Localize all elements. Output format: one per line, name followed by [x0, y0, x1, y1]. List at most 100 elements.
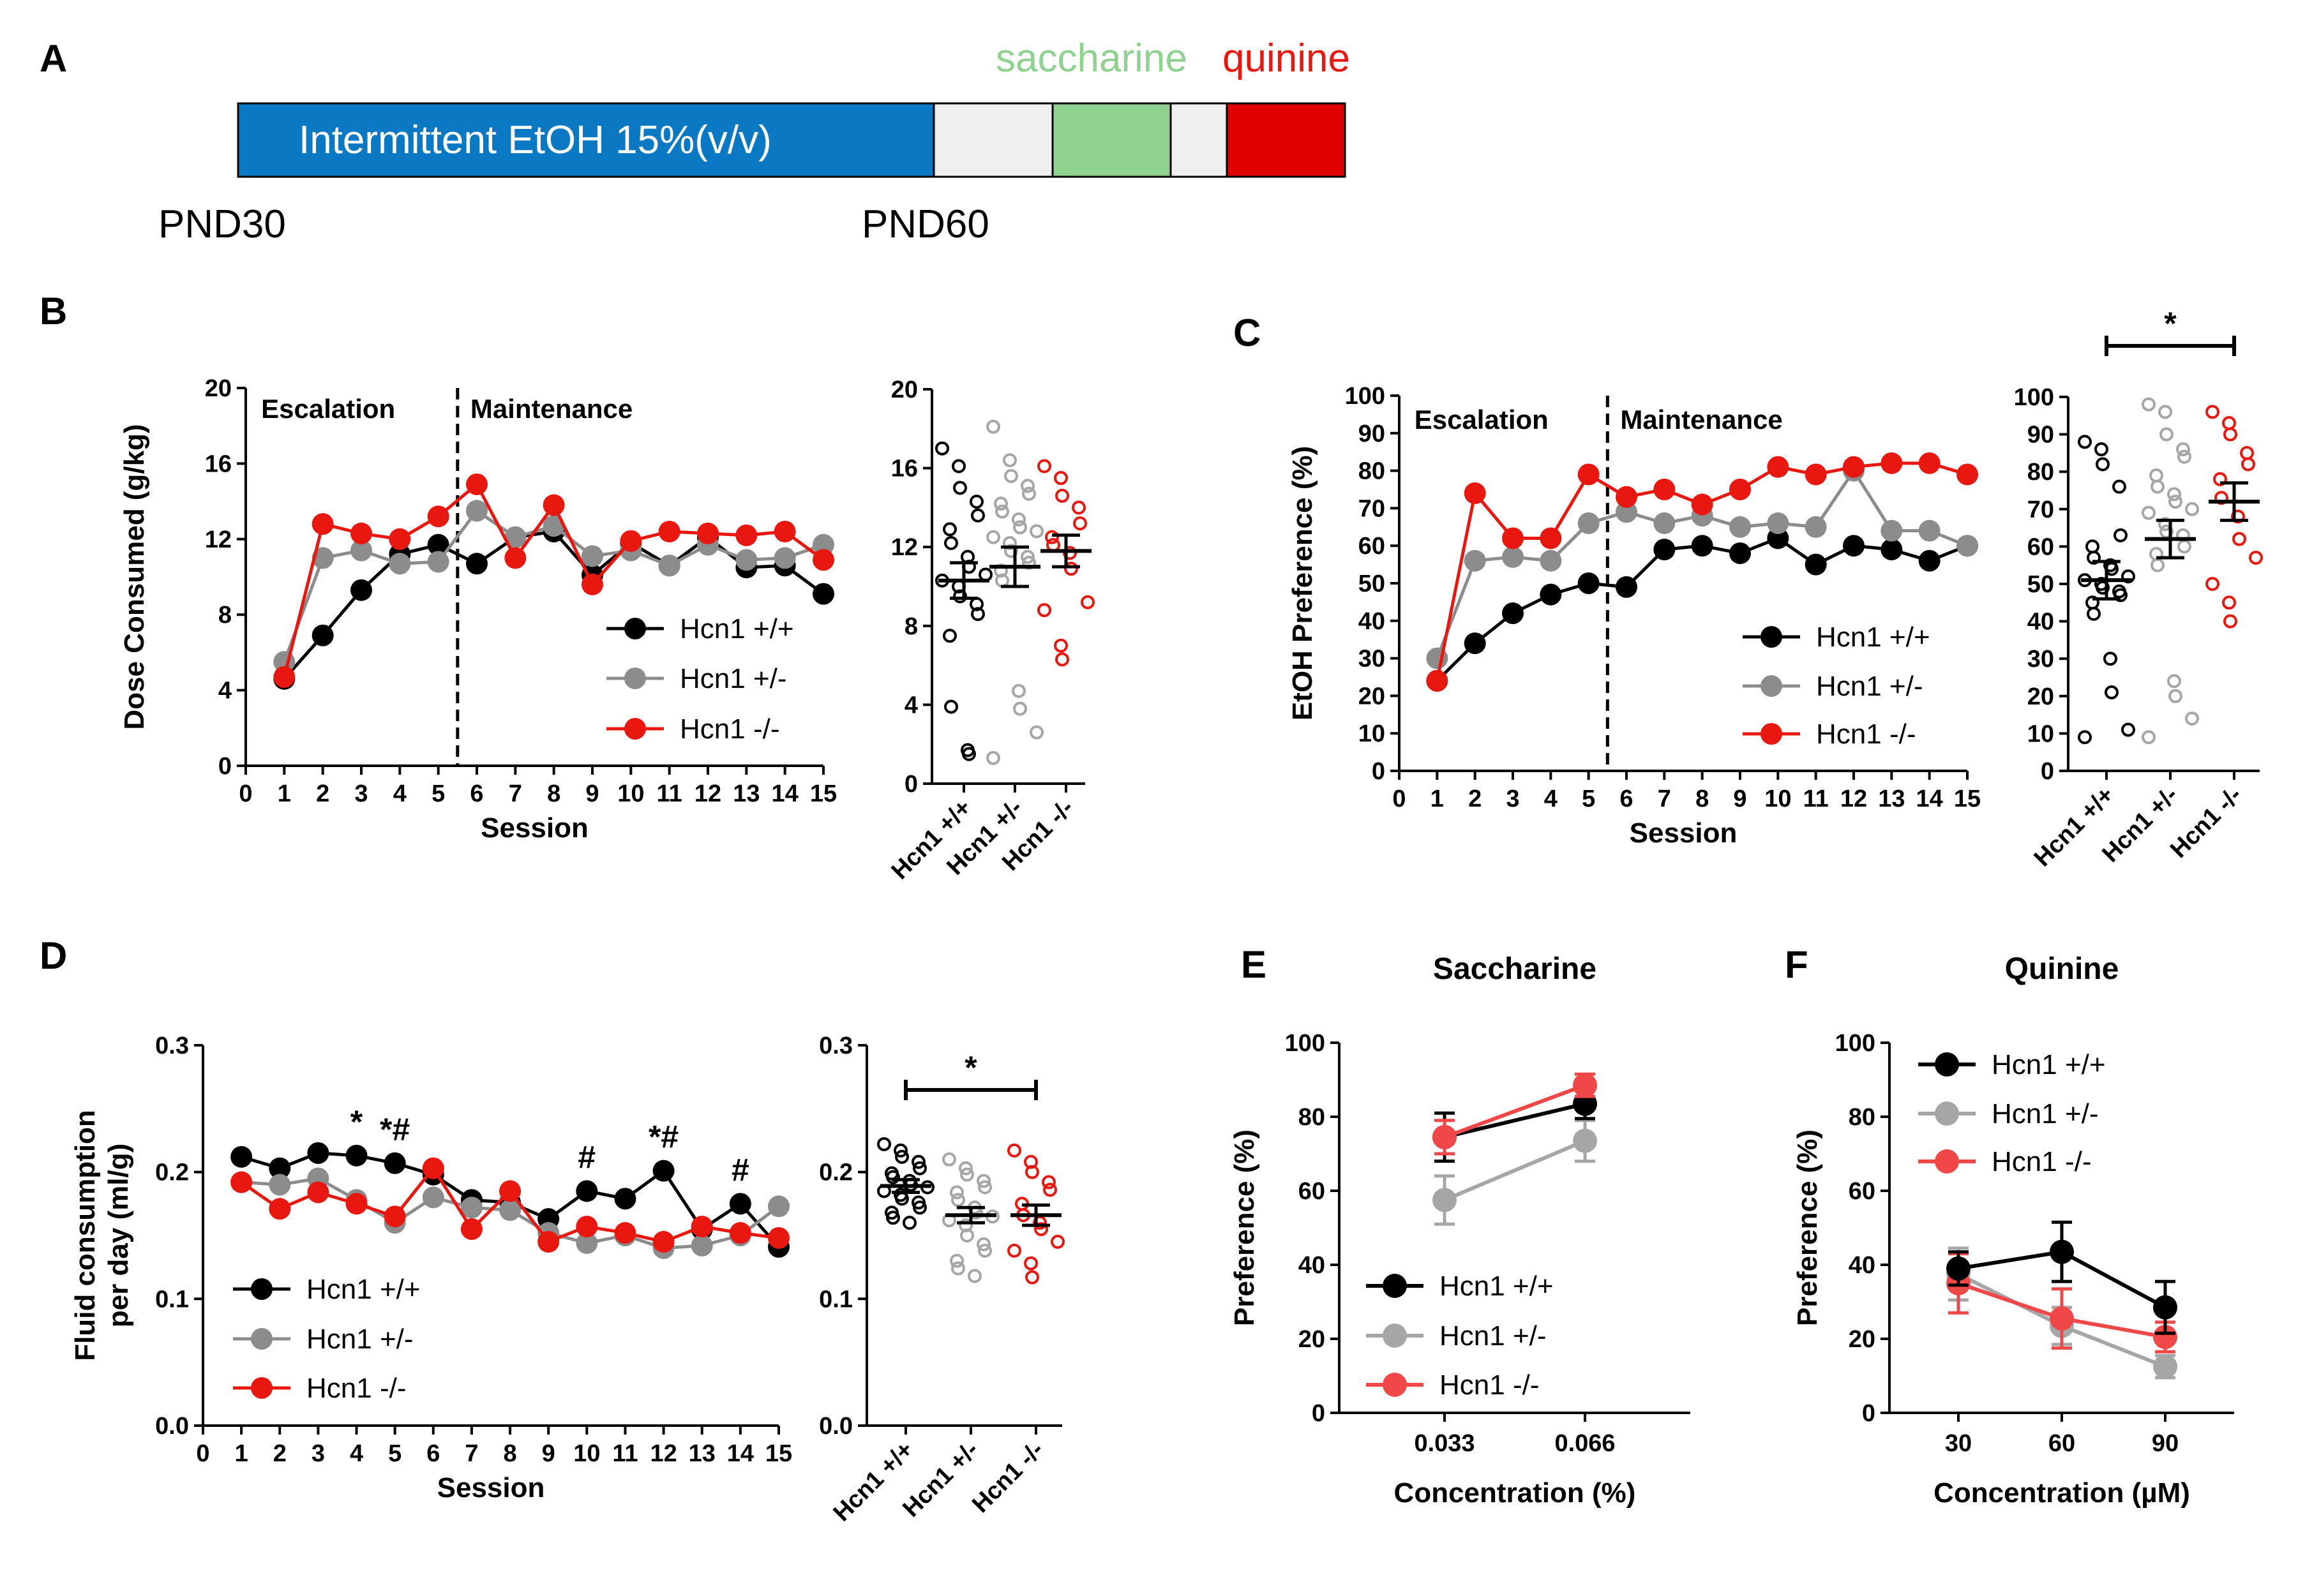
- panel-letter-f: F: [1785, 943, 1808, 986]
- data-point: [576, 1216, 598, 1238]
- y-tick-label: 0.1: [819, 1286, 853, 1313]
- data-point: [2153, 1325, 2177, 1350]
- legend: Hcn1 +/+ Hcn1 +/- Hcn1 -/-: [1743, 622, 1930, 750]
- x-tick-label: 2: [1468, 786, 1482, 812]
- individual-point: [977, 1174, 991, 1188]
- data-point: [1767, 456, 1789, 478]
- data-point: [230, 1171, 253, 1193]
- individual-point: [953, 589, 967, 604]
- legend-marker: [251, 1328, 273, 1350]
- individual-point: [944, 536, 958, 551]
- individual-point: [1012, 512, 1026, 526]
- x-tick-label: 3: [1506, 786, 1519, 812]
- individual-point: [959, 1161, 973, 1175]
- legend-label: Hcn1 +/+: [680, 613, 794, 645]
- data-point: [1918, 452, 1941, 474]
- individual-point: [944, 699, 958, 714]
- individual-point: [962, 747, 976, 761]
- individual-point: [913, 1200, 927, 1215]
- data-point: [1918, 549, 1941, 572]
- data-point: [345, 1193, 368, 1215]
- legend-label: Hcn1 +/+: [306, 1274, 421, 1305]
- x-tick-label: 4: [350, 1440, 363, 1467]
- legend-label: Hcn1 +/+: [1439, 1271, 1554, 1302]
- y-axis-label: per day (ml/g): [103, 1144, 134, 1328]
- x-tick-label: Hcn1 +/+: [829, 1436, 919, 1527]
- y-axis-label: EtOH Preference (%): [1287, 446, 1318, 720]
- individual-point: [2240, 445, 2254, 460]
- data-point: [1540, 583, 1562, 606]
- y-tick-label: 60: [1358, 533, 1385, 560]
- individual-point: [877, 1137, 891, 1151]
- x-tick-label: 4: [1544, 786, 1558, 812]
- data-point: [1805, 463, 1827, 486]
- individual-point: [1055, 488, 1069, 503]
- y-tick-label: 0.1: [155, 1286, 189, 1313]
- individual-point: [1025, 1270, 1039, 1285]
- y-tick-label: 80: [2027, 459, 2054, 486]
- individual-point: [913, 1161, 927, 1175]
- data-point: [1729, 542, 1751, 564]
- x-tick-label: 1: [278, 780, 291, 807]
- data-point: [1577, 572, 1600, 594]
- data-point: [576, 1232, 598, 1254]
- individual-point: [2142, 730, 2156, 745]
- data-point: [307, 1142, 329, 1164]
- y-tick-label: 20: [1298, 1326, 1325, 1353]
- x-tick-label: 1: [1430, 786, 1444, 812]
- y-tick-label: 100: [2014, 384, 2054, 411]
- y-tick-label: 90: [1358, 421, 1385, 447]
- individual-point: [942, 1152, 956, 1167]
- data-point: [620, 530, 642, 552]
- individual-point: [1037, 603, 1051, 618]
- x-tick-label: 8: [503, 1440, 516, 1467]
- data-point: [1616, 576, 1637, 598]
- y-tick-label: 40: [1849, 1252, 1875, 1279]
- y-tick-label: 20: [205, 375, 232, 402]
- significance-annotation: *#: [649, 1119, 679, 1155]
- chart-title: Quinine: [2005, 952, 2119, 986]
- data-point: [774, 520, 796, 542]
- data-point: [1653, 539, 1676, 561]
- individual-point: [950, 1253, 964, 1268]
- data-point: [1573, 1128, 1597, 1153]
- x-tick-label: 14: [1916, 786, 1943, 812]
- y-tick-label: 70: [2027, 496, 2054, 523]
- data-point: [652, 1230, 675, 1253]
- individual-point: [971, 607, 985, 622]
- data-point: [389, 528, 411, 550]
- individual-point: [2078, 435, 2092, 449]
- data-point: [1502, 546, 1524, 568]
- individual-point: [1030, 725, 1044, 740]
- data-point: [813, 549, 834, 571]
- y-tick-label: 40: [2027, 609, 2054, 636]
- data-point: [422, 1157, 444, 1179]
- x-tick-label: 5: [432, 780, 445, 807]
- chart-title: Saccharine: [1433, 952, 1596, 986]
- series-het: [1432, 1119, 1597, 1226]
- individual-point: [2176, 442, 2190, 457]
- y-axis-label: Dose Consumed (g/kg): [119, 424, 150, 729]
- data-point: [658, 555, 680, 577]
- individual-point: [1021, 549, 1035, 564]
- x-tick-label: 9: [1733, 786, 1746, 812]
- y-tick-label: 30: [2027, 646, 2054, 673]
- y-tick-label: 60: [1298, 1178, 1325, 1205]
- data-point: [1502, 527, 1524, 549]
- y-tick-label: 80: [1849, 1104, 1875, 1131]
- data-point: [691, 1216, 713, 1238]
- data-point: [466, 473, 488, 495]
- data-point: [2050, 1306, 2074, 1331]
- y-tick-label: 20: [891, 377, 918, 403]
- individual-point: [2213, 472, 2227, 486]
- individual-point: [2205, 405, 2219, 419]
- series-wt: [1946, 1220, 2177, 1335]
- data-point: [537, 1230, 560, 1253]
- significance-annotation: #: [732, 1152, 749, 1188]
- data-point: [1691, 535, 1713, 557]
- phase-label-escalation: Escalation: [261, 394, 395, 424]
- data-point: [582, 573, 603, 595]
- data-point: [389, 553, 411, 575]
- series-line: [1443, 1083, 1586, 1139]
- x-tick-label: 12: [695, 780, 721, 807]
